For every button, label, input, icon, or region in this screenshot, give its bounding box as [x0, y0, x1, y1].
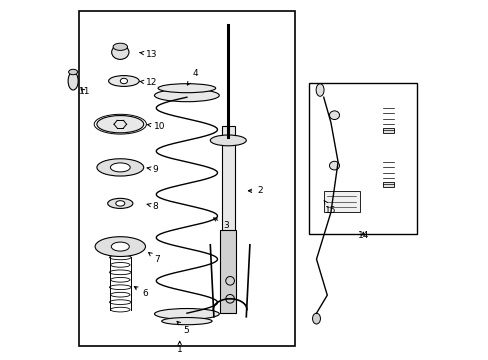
Ellipse shape — [154, 309, 219, 319]
Bar — [382, 182, 393, 187]
Ellipse shape — [110, 163, 130, 172]
Ellipse shape — [111, 242, 129, 251]
Text: 12: 12 — [140, 78, 157, 87]
Ellipse shape — [116, 201, 124, 206]
Bar — [323, 191, 359, 212]
Ellipse shape — [113, 43, 127, 50]
Text: 14: 14 — [357, 231, 368, 240]
Text: 7: 7 — [148, 252, 160, 264]
Ellipse shape — [97, 116, 143, 133]
Text: 3: 3 — [213, 218, 228, 230]
Ellipse shape — [158, 84, 215, 93]
Text: 1: 1 — [177, 341, 182, 354]
Ellipse shape — [97, 159, 143, 176]
Text: 4: 4 — [187, 69, 198, 85]
Ellipse shape — [329, 161, 339, 170]
Ellipse shape — [312, 313, 320, 324]
Ellipse shape — [154, 89, 219, 102]
Ellipse shape — [68, 72, 78, 90]
Ellipse shape — [162, 318, 212, 325]
Bar — [79, 11, 294, 346]
Text: 13: 13 — [140, 50, 157, 59]
Bar — [222, 126, 234, 234]
Text: 8: 8 — [147, 202, 158, 211]
Ellipse shape — [120, 78, 127, 84]
Text: 5: 5 — [177, 321, 189, 335]
Ellipse shape — [316, 84, 324, 96]
Text: 6: 6 — [134, 287, 147, 298]
Ellipse shape — [111, 45, 129, 59]
Bar — [382, 128, 393, 133]
Text: 10: 10 — [147, 122, 165, 131]
Ellipse shape — [68, 69, 78, 75]
Bar — [220, 230, 236, 313]
Ellipse shape — [95, 237, 145, 257]
Ellipse shape — [329, 111, 339, 120]
Bar — [309, 83, 416, 234]
Text: 11: 11 — [79, 87, 90, 96]
Text: 15: 15 — [324, 201, 336, 215]
Ellipse shape — [210, 135, 246, 146]
Ellipse shape — [107, 198, 133, 208]
Ellipse shape — [108, 76, 139, 86]
Text: 2: 2 — [248, 186, 262, 195]
Text: 9: 9 — [147, 165, 158, 174]
